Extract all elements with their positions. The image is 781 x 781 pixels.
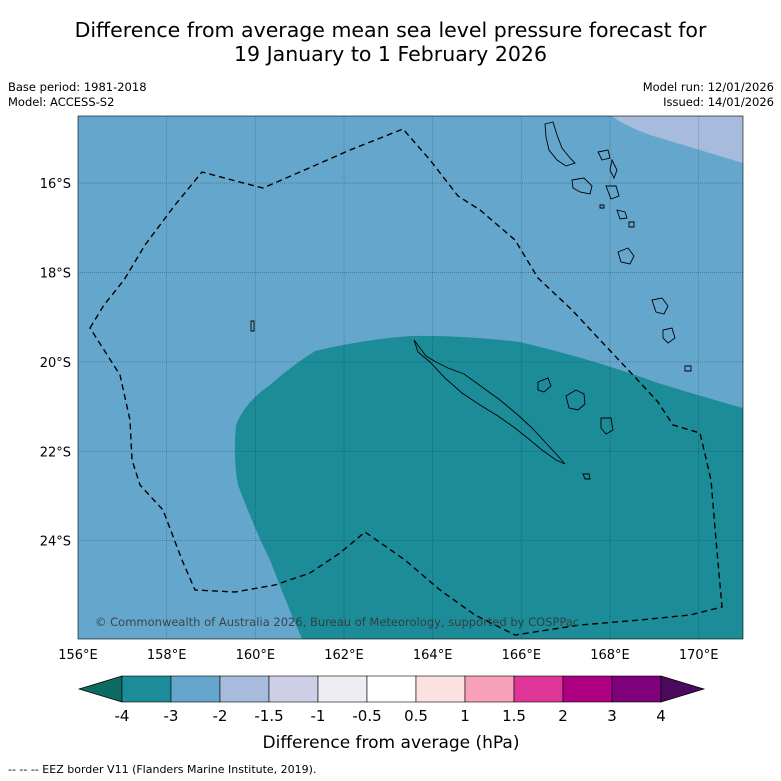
model-name: Model: ACCESS-S2 bbox=[8, 95, 115, 109]
issued-date: Issued: 14/01/2026 bbox=[663, 95, 774, 109]
mare-island bbox=[600, 417, 614, 435]
colorbar-segment bbox=[170, 675, 221, 703]
lifou-island bbox=[565, 389, 586, 411]
colorbar-tick-label: -1 bbox=[311, 707, 326, 725]
erromango-island bbox=[651, 297, 669, 315]
colorbar-segment bbox=[415, 675, 466, 703]
colorbar-tick-label: 4 bbox=[656, 707, 666, 725]
colorbar-segment bbox=[366, 675, 417, 703]
plot-frame bbox=[77, 115, 744, 640]
colorbar: -4 -3 -2 -1.5 -1 -0.5 0.5 1 1.5 2 3 4 bbox=[77, 675, 706, 725]
colorbar-tick-label: 1.5 bbox=[502, 707, 526, 725]
colorbar-tick-label: -4 bbox=[115, 707, 130, 725]
colorbar-segment bbox=[464, 675, 515, 703]
colorbar-tick-label: -2 bbox=[213, 707, 228, 725]
lon-tick-label: 170°E bbox=[679, 648, 719, 663]
colorbar-tick-label: 0.5 bbox=[404, 707, 428, 725]
lat-tick-label: 24°S bbox=[40, 535, 71, 550]
colorbar-under-triangle bbox=[77, 675, 123, 703]
lat-tick-label: 16°S bbox=[40, 177, 71, 192]
new-caledonia-grande-terre bbox=[413, 339, 566, 465]
efate-island bbox=[617, 247, 635, 265]
colorbar-segment bbox=[513, 675, 564, 703]
model-run: Model run: 12/01/2026 bbox=[642, 80, 774, 94]
malakula-island bbox=[571, 177, 593, 195]
lon-tick-label: 158°E bbox=[147, 648, 187, 663]
lat-tick-label: 20°S bbox=[40, 356, 71, 371]
meta-left: Base period: 1981-2018 Model: ACCESS-S2 bbox=[8, 80, 147, 110]
aneityum-island bbox=[684, 365, 692, 372]
axis-tick-labels: 156°E 158°E 160°E 162°E 164°E 166°E 168°E 170°E… bbox=[40, 177, 719, 663]
lat-tick-label: 18°S bbox=[40, 266, 71, 281]
epi-island bbox=[616, 209, 628, 220]
colorbar-tick-label: 2 bbox=[558, 707, 568, 725]
ouvea-island bbox=[537, 377, 552, 393]
lon-tick-label: 160°E bbox=[236, 648, 276, 663]
colorbar-over-triangle bbox=[660, 675, 706, 703]
region-minus4-to-minus3 bbox=[234, 335, 743, 639]
pentecost-island bbox=[609, 158, 618, 180]
colorbar-label: Difference from average (hPa) bbox=[263, 733, 520, 753]
colorbar-tick-label: 3 bbox=[607, 707, 617, 725]
espiritu-santo bbox=[544, 121, 576, 167]
ambrym-island bbox=[605, 185, 620, 200]
lon-tick-label: 156°E bbox=[58, 648, 98, 663]
title-line-1: Difference from average mean sea level p… bbox=[74, 18, 707, 42]
eez-legend: -- -- -- EEZ border V11 (Flanders Marine… bbox=[8, 763, 317, 776]
meta-right: Model run: 12/01/2026 Issued: 14/01/2026 bbox=[643, 80, 774, 110]
base-period: Base period: 1981-2018 bbox=[8, 80, 147, 94]
chart-title: Difference from average mean sea level p… bbox=[0, 18, 781, 66]
colorbar-segment bbox=[611, 675, 662, 703]
region-minus2-to-minus1-5 bbox=[612, 116, 743, 163]
shepherd-islands bbox=[628, 221, 635, 228]
paama-island bbox=[599, 204, 605, 209]
colorbar-tick-label: -1.5 bbox=[254, 707, 283, 725]
colorbar-segment bbox=[121, 675, 172, 703]
graticule bbox=[78, 116, 743, 639]
colorbar-segment bbox=[268, 675, 319, 703]
chesterfield-reef bbox=[250, 320, 255, 332]
copyright-text: © Commonwealth of Australia 2026, Bureau… bbox=[95, 615, 579, 629]
colorbar-segment bbox=[317, 675, 368, 703]
isle-of-pines bbox=[582, 473, 591, 480]
lon-tick-label: 164°E bbox=[413, 648, 453, 663]
lat-tick-label: 22°S bbox=[40, 445, 71, 460]
colorbar-tick-label: 1 bbox=[460, 707, 470, 725]
maewo-island bbox=[597, 149, 611, 161]
colorbar-tick-label: -3 bbox=[164, 707, 179, 725]
anomaly-field bbox=[78, 116, 743, 639]
lon-tick-label: 162°E bbox=[324, 648, 364, 663]
title-line-2: 19 January to 1 February 2026 bbox=[233, 42, 547, 66]
lon-tick-label: 166°E bbox=[502, 648, 542, 663]
colorbar-tick-label: -0.5 bbox=[352, 707, 381, 725]
tanna-island bbox=[662, 327, 676, 344]
lon-tick-label: 168°E bbox=[590, 648, 630, 663]
colorbar-segment bbox=[562, 675, 613, 703]
colorbar-segment bbox=[219, 675, 270, 703]
coastlines bbox=[250, 121, 692, 480]
